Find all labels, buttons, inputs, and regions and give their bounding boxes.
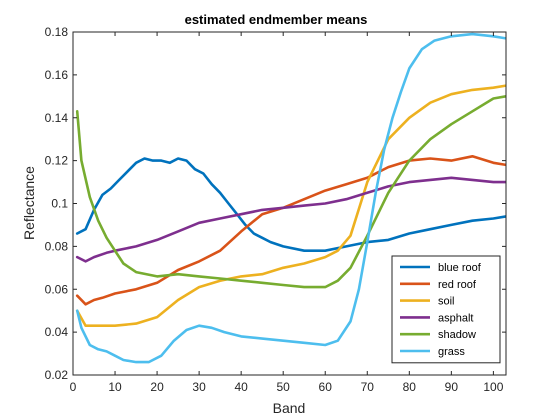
x-tick-label: 50 bbox=[277, 380, 291, 394]
legend: blue roof red roof soil asphalt shadow grass bbox=[391, 255, 501, 364]
y-tick-label: 0.04 bbox=[45, 325, 69, 339]
x-tick-label: 40 bbox=[234, 380, 248, 394]
legend-box bbox=[391, 255, 501, 364]
y-tick-label: 0.12 bbox=[45, 154, 69, 168]
x-tick-label: 0 bbox=[70, 380, 77, 394]
y-tick-label: 0.08 bbox=[45, 239, 69, 253]
x-tick-label: 60 bbox=[319, 380, 333, 394]
legend-entry: red roof bbox=[438, 279, 477, 291]
x-tick-label: 20 bbox=[150, 380, 164, 394]
series-line-shadow bbox=[75, 95, 506, 289]
legend-entry: asphalt bbox=[438, 312, 473, 324]
x-axis-label: Band bbox=[273, 400, 306, 416]
x-tick-label: 80 bbox=[403, 380, 417, 394]
x-tick-label: 30 bbox=[192, 380, 206, 394]
series-line-soil bbox=[75, 84, 506, 328]
y-tick-label: 0.1 bbox=[51, 197, 68, 211]
x-tick-label: 10 bbox=[108, 380, 122, 394]
legend-entry: shadow bbox=[438, 329, 476, 341]
x-tick-label: 90 bbox=[445, 380, 459, 394]
y-axis-label: Reflectance bbox=[21, 166, 37, 240]
chart-title: estimated endmember means bbox=[185, 12, 368, 27]
series-line-asphalt bbox=[75, 176, 506, 263]
x-tick-label: 100 bbox=[483, 380, 503, 394]
legend-entry: grass bbox=[438, 346, 465, 358]
x-tick-label: 70 bbox=[361, 380, 375, 394]
series-layer bbox=[75, 32, 506, 364]
series-line-red-roof bbox=[75, 155, 506, 306]
y-tick-label: 0.02 bbox=[45, 368, 69, 382]
y-tick-label: 0.14 bbox=[45, 111, 69, 125]
y-tick-label: 0.16 bbox=[45, 68, 69, 82]
legend-entry: soil bbox=[438, 296, 455, 308]
tick-layer: 0 10 20 30 40 50 60 70 80 90 100 0.02 0.04 0.06 0.08 0.… bbox=[45, 25, 506, 394]
series-line-blue-roof bbox=[75, 157, 506, 252]
series-line-grass bbox=[75, 32, 506, 364]
y-tick-label: 0.06 bbox=[45, 282, 69, 296]
legend-entry: blue roof bbox=[438, 262, 482, 274]
y-tick-label: 0.18 bbox=[45, 25, 69, 39]
